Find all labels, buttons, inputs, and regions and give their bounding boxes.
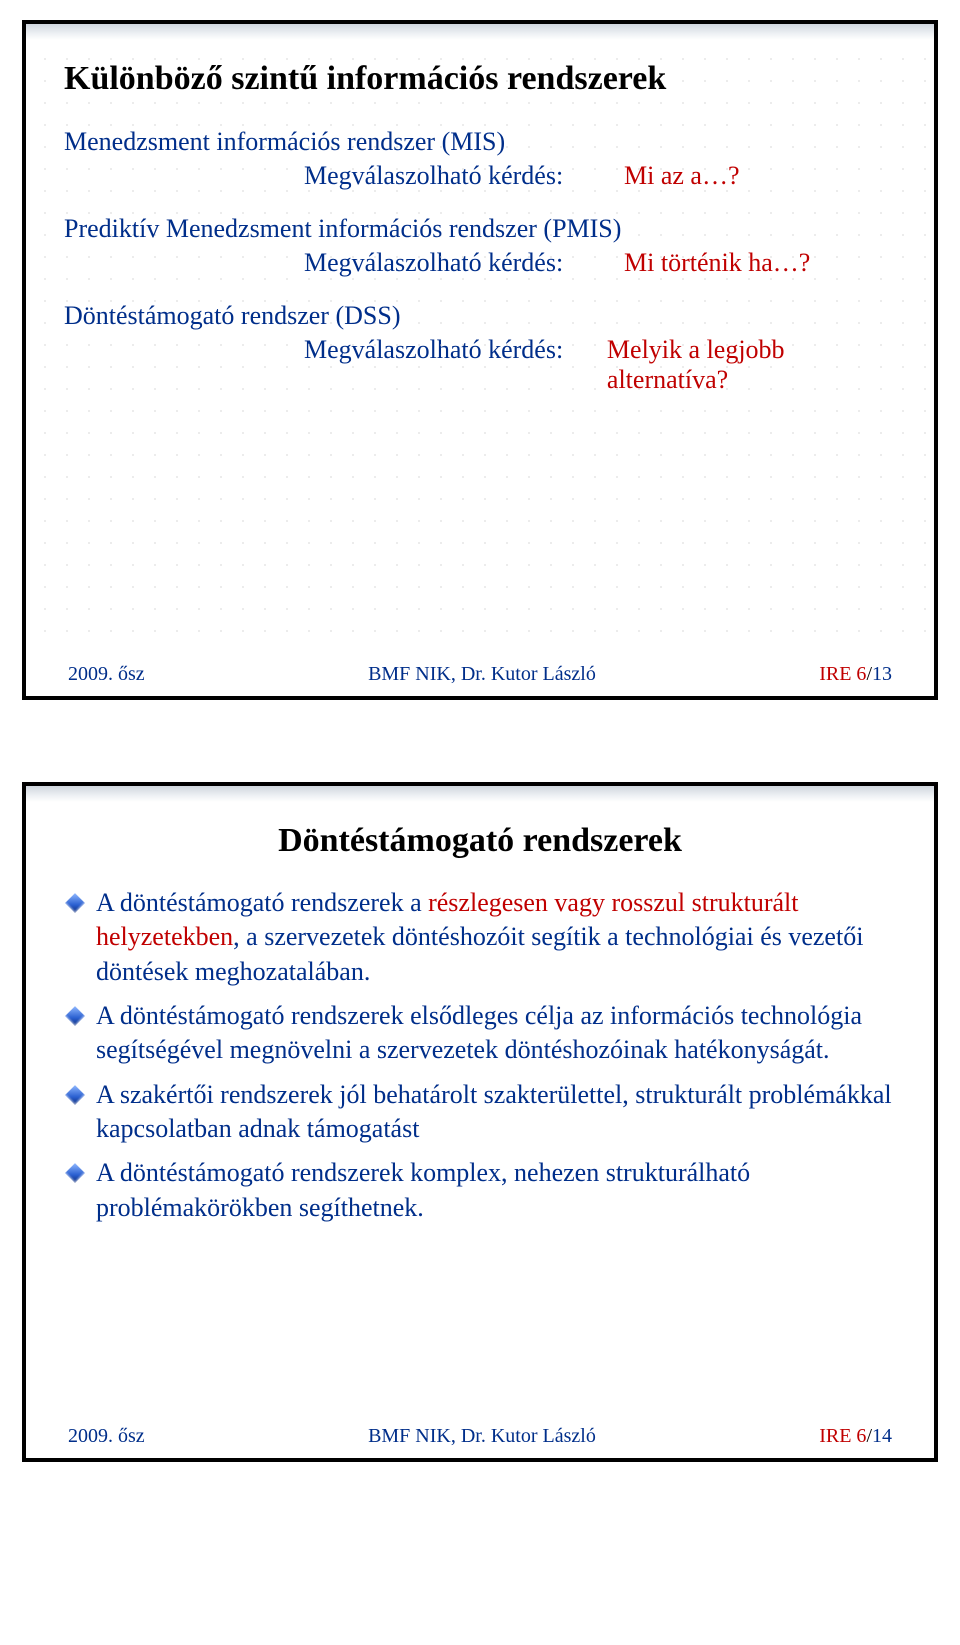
slide1-item2-name: Döntéstámogató rendszer (DSS): [64, 298, 896, 333]
page-2: Döntéstámogató rendszerek A döntéstámoga…: [0, 762, 960, 1484]
footer-right-page: 14: [872, 1425, 892, 1447]
footer-right: IRE 6/13: [819, 663, 892, 686]
slide1-item1-name: Prediktív Menedzsment információs rendsz…: [64, 211, 896, 246]
b2-pre: A szakértői rendszerek jól behatárolt sz…: [96, 1080, 892, 1143]
slide2-bullet-1: A döntéstámogató rendszerek elsődleges c…: [64, 999, 896, 1068]
footer-left: 2009. ősz: [68, 663, 145, 686]
slide1-footer: 2009. ősz BMF NIK, Dr. Kutor László IRE …: [26, 663, 934, 686]
diamond-bullet-icon: [65, 1085, 85, 1105]
slide2-bullet-0-text: A döntéstámogató rendszerek a részlegese…: [96, 886, 896, 989]
slide1-item0-answer: Mi az a…?: [624, 161, 740, 191]
slide-2: Döntéstámogató rendszerek A döntéstámoga…: [22, 782, 938, 1462]
slide1-item2-row: Megválaszolható kérdés: Melyik a legjobb…: [304, 335, 896, 395]
footer-mid: BMF NIK, Dr. Kutor László: [368, 1425, 596, 1448]
slide2-footer: 2009. ősz BMF NIK, Dr. Kutor László IRE …: [26, 1425, 934, 1448]
page-1: Különböző szintű információs rendszerek …: [0, 0, 960, 722]
slide1-item1-answer: Mi történik ha…?: [624, 248, 810, 278]
slide1-item2-answer: Melyik a legjobb alternatíva?: [607, 335, 896, 395]
slide1-item0-row: Megválaszolható kérdés: Mi az a…?: [304, 161, 896, 191]
slide1-title: Különböző szintű információs rendszerek: [64, 60, 896, 98]
footer-right-prefix: IRE 6: [819, 1425, 866, 1447]
slide2-bullet-2-text: A szakértői rendszerek jól behatárolt sz…: [96, 1078, 896, 1147]
slide2-bullet-1-text: A döntéstámogató rendszerek elsődleges c…: [96, 999, 896, 1068]
slide2-title: Döntéstámogató rendszerek: [64, 822, 896, 860]
slide2-bullet-3: A döntéstámogató rendszerek komplex, neh…: [64, 1156, 896, 1225]
b1-pre: A döntéstámogató rendszerek elsődleges c…: [96, 1001, 862, 1064]
diamond-bullet-icon: [65, 893, 85, 913]
slide1-item0-name: Menedzsment információs rendszer (MIS): [64, 124, 896, 159]
slide2-bullet-2: A szakértői rendszerek jól behatárolt sz…: [64, 1078, 896, 1147]
slide2-bullet-3-text: A döntéstámogató rendszerek komplex, neh…: [96, 1156, 896, 1225]
slide1-item1-row: Megválaszolható kérdés: Mi történik ha…?: [304, 248, 896, 278]
b3-pre: A döntéstámogató rendszerek komplex, neh…: [96, 1158, 750, 1221]
footer-right-prefix: IRE 6: [819, 663, 866, 685]
slide2-body: A döntéstámogató rendszerek a részlegese…: [64, 886, 896, 1225]
slide2-bullet-0: A döntéstámogató rendszerek a részlegese…: [64, 886, 896, 989]
slide1-item2-qlabel: Megválaszolható kérdés:: [304, 335, 607, 395]
slide1-item1-qlabel: Megválaszolható kérdés:: [304, 248, 624, 278]
footer-right: IRE 6/14: [819, 1425, 892, 1448]
b0-pre: A döntéstámogató rendszerek a: [96, 888, 428, 917]
footer-right-page: 13: [872, 663, 892, 685]
diamond-bullet-icon: [65, 1006, 85, 1026]
footer-left: 2009. ősz: [68, 1425, 145, 1448]
footer-mid: BMF NIK, Dr. Kutor László: [368, 663, 596, 686]
diamond-bullet-icon: [65, 1163, 85, 1183]
slide1-item0-qlabel: Megválaszolható kérdés:: [304, 161, 624, 191]
slide-1: Különböző szintű információs rendszerek …: [22, 20, 938, 700]
